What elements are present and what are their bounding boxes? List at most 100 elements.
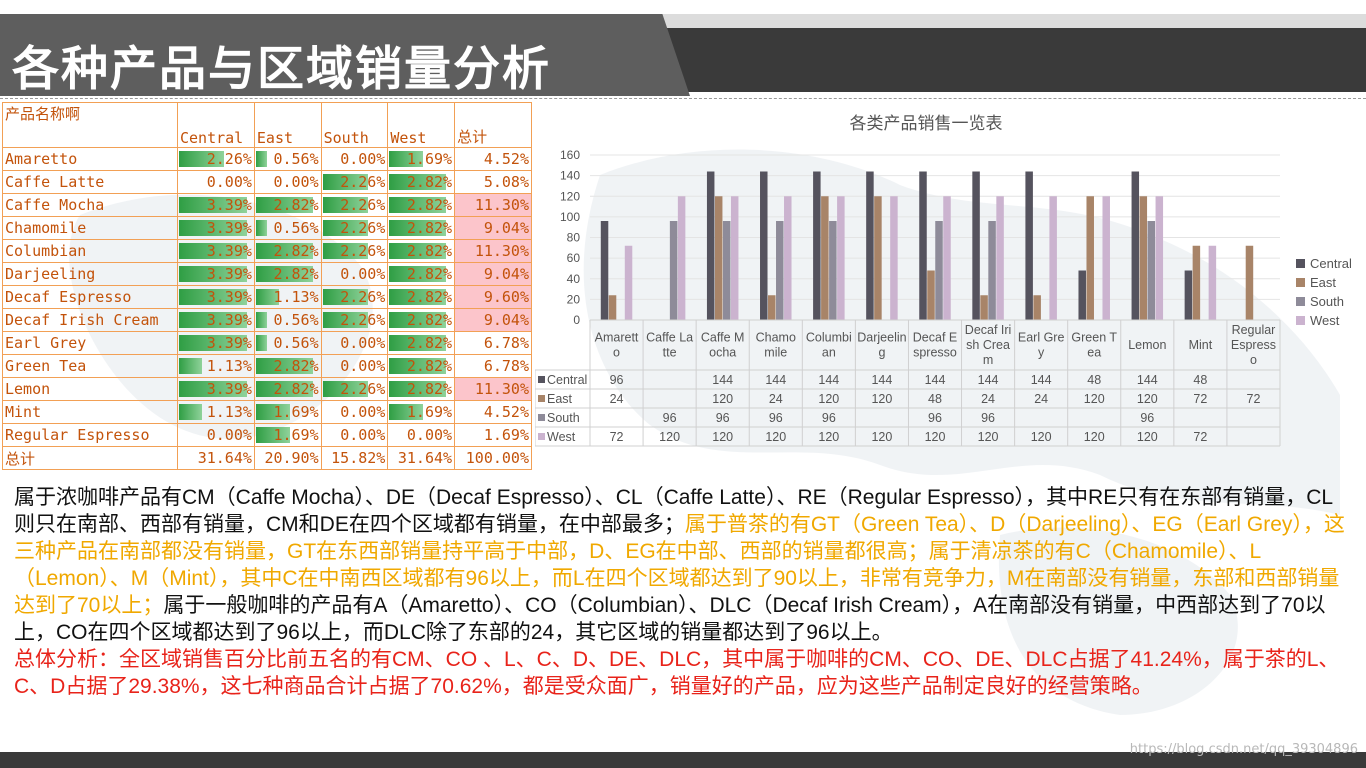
east-cell: 2.82% — [253, 193, 322, 217]
data-value: 120 — [1084, 430, 1105, 444]
sales-bar-chart: 各类产品销售一览表020406080100120140160AmarettoCa… — [535, 114, 1352, 447]
page-title: 各种产品与区域销量分析 — [12, 42, 551, 97]
category-label: Regular — [1232, 323, 1276, 337]
bar-south — [1147, 221, 1156, 320]
data-value: 144 — [1137, 373, 1158, 387]
cell-value: 0.00% — [206, 426, 252, 444]
bar-central — [760, 171, 768, 320]
data-bar — [322, 381, 368, 397]
total-cell: 4.52% — [454, 147, 532, 171]
west-cell: 2.82% — [387, 170, 456, 194]
east-cell: 2.82% — [253, 262, 322, 286]
data-value: 120 — [1031, 430, 1052, 444]
product-name-cell: Darjeeling — [2, 262, 178, 286]
cell-value: 0.00% — [406, 426, 453, 444]
table-row: Earl Grey 3.39% 0.56% 0.00% 2.82% 6.78% — [2, 331, 532, 355]
data-value: 144 — [925, 373, 946, 387]
bar-west — [996, 196, 1004, 320]
data-value: 96 — [1140, 411, 1154, 425]
product-name-cell: Decaf Irish Cream — [2, 308, 178, 332]
cell-value: 3.39% — [206, 311, 252, 329]
header-product-name: 产品名称啊 — [2, 102, 178, 148]
data-bar — [179, 335, 247, 351]
category-label: g — [878, 346, 885, 360]
south-cell: 2.26% — [320, 308, 389, 332]
central-cell: 3.39% — [177, 331, 255, 355]
data-value: 96 — [769, 411, 783, 425]
analysis-coffee-general: 属于一般咖啡的产品有A（Amaretto）、CO（Columbian）、DLC（… — [14, 594, 1326, 644]
totals-west-cell: 31.64% — [387, 446, 456, 470]
y-tick-label: 100 — [560, 210, 580, 224]
cell-value: 2.82% — [273, 265, 319, 283]
cell-value: 2.82% — [406, 173, 453, 191]
legend-swatch-south — [1296, 297, 1305, 306]
category-label: Lemon — [1128, 338, 1166, 352]
cell-value: 1.13% — [206, 357, 252, 375]
data-bar — [179, 358, 202, 374]
bar-west — [943, 196, 951, 320]
totals-total-cell: 100.00% — [454, 446, 532, 470]
y-tick-label: 60 — [567, 251, 581, 265]
bar-east — [1245, 245, 1254, 320]
totals-name-cell: 总计 — [2, 446, 178, 470]
analysis-text: 属于浓咖啡产品有CM（Caffe Mocha）、DE（Decaf Espress… — [14, 484, 1354, 700]
product-name-cell: Lemon — [2, 377, 178, 401]
east-cell: 2.82% — [253, 377, 322, 401]
east-cell: 0.00% — [253, 170, 322, 194]
category-label: y — [1038, 346, 1045, 360]
data-value: 120 — [712, 430, 733, 444]
bar-east — [980, 295, 988, 320]
data-bar — [389, 404, 424, 420]
cell-value: 0.56% — [273, 219, 319, 237]
bar-west — [837, 196, 845, 320]
bar-west — [677, 196, 686, 320]
cell-value: 2.82% — [406, 288, 453, 306]
cell-value: 0.00% — [340, 334, 386, 352]
table-header-row: 产品名称啊 Central East South West 总计 — [2, 102, 532, 148]
footer-bar — [0, 752, 1366, 768]
data-bar — [179, 381, 247, 397]
data-value: 120 — [1084, 392, 1105, 406]
category-label: Mint — [1189, 338, 1213, 352]
cell-value: 0.00% — [340, 403, 386, 421]
analysis-tea: 属于普茶的有GT（Green Tea）、D（Darjeeling）、EG（Ear… — [14, 513, 1345, 617]
data-bar — [255, 197, 313, 213]
central-cell: 3.39% — [177, 216, 255, 240]
legend-label: South — [1310, 294, 1344, 309]
data-bar — [179, 312, 247, 328]
cell-value: 2.82% — [273, 380, 319, 398]
west-cell: 2.82% — [387, 262, 456, 286]
total-cell: 5.08% — [454, 170, 532, 194]
data-bar — [255, 404, 290, 420]
product-name-cell: Caffe Mocha — [2, 193, 178, 217]
data-bar — [179, 220, 247, 236]
east-cell: 0.56% — [253, 216, 322, 240]
data-bar — [389, 243, 447, 259]
header-central: Central — [177, 102, 255, 148]
y-tick-label: 40 — [567, 272, 581, 286]
west-cell: 1.69% — [387, 147, 456, 171]
legend-label: East — [1310, 275, 1336, 290]
total-cell: 1.69% — [454, 423, 532, 447]
west-cell: 0.00% — [387, 423, 456, 447]
south-cell: 2.26% — [320, 239, 389, 263]
total-cell: 9.04% — [454, 216, 532, 240]
east-cell: 1.13% — [253, 285, 322, 309]
sales-table-container: 产品名称啊 Central East South West 总计 Amarett… — [2, 102, 532, 470]
product-name-cell: Mint — [2, 400, 178, 424]
header-divider — [0, 98, 1366, 99]
bar-central — [919, 171, 927, 320]
total-cell: 11.30% — [454, 193, 532, 217]
series-name: Central — [547, 373, 587, 387]
central-cell: 3.39% — [177, 308, 255, 332]
data-value: 96 — [822, 411, 836, 425]
data-value: 24 — [610, 392, 624, 406]
y-tick-label: 20 — [567, 292, 581, 306]
data-value: 120 — [818, 430, 839, 444]
data-value: 96 — [610, 373, 624, 387]
bar-south — [988, 221, 996, 320]
bar-west — [784, 196, 792, 320]
total-cell: 11.30% — [454, 239, 532, 263]
bar-central — [1025, 171, 1033, 320]
cell-value: 2.82% — [406, 357, 453, 375]
